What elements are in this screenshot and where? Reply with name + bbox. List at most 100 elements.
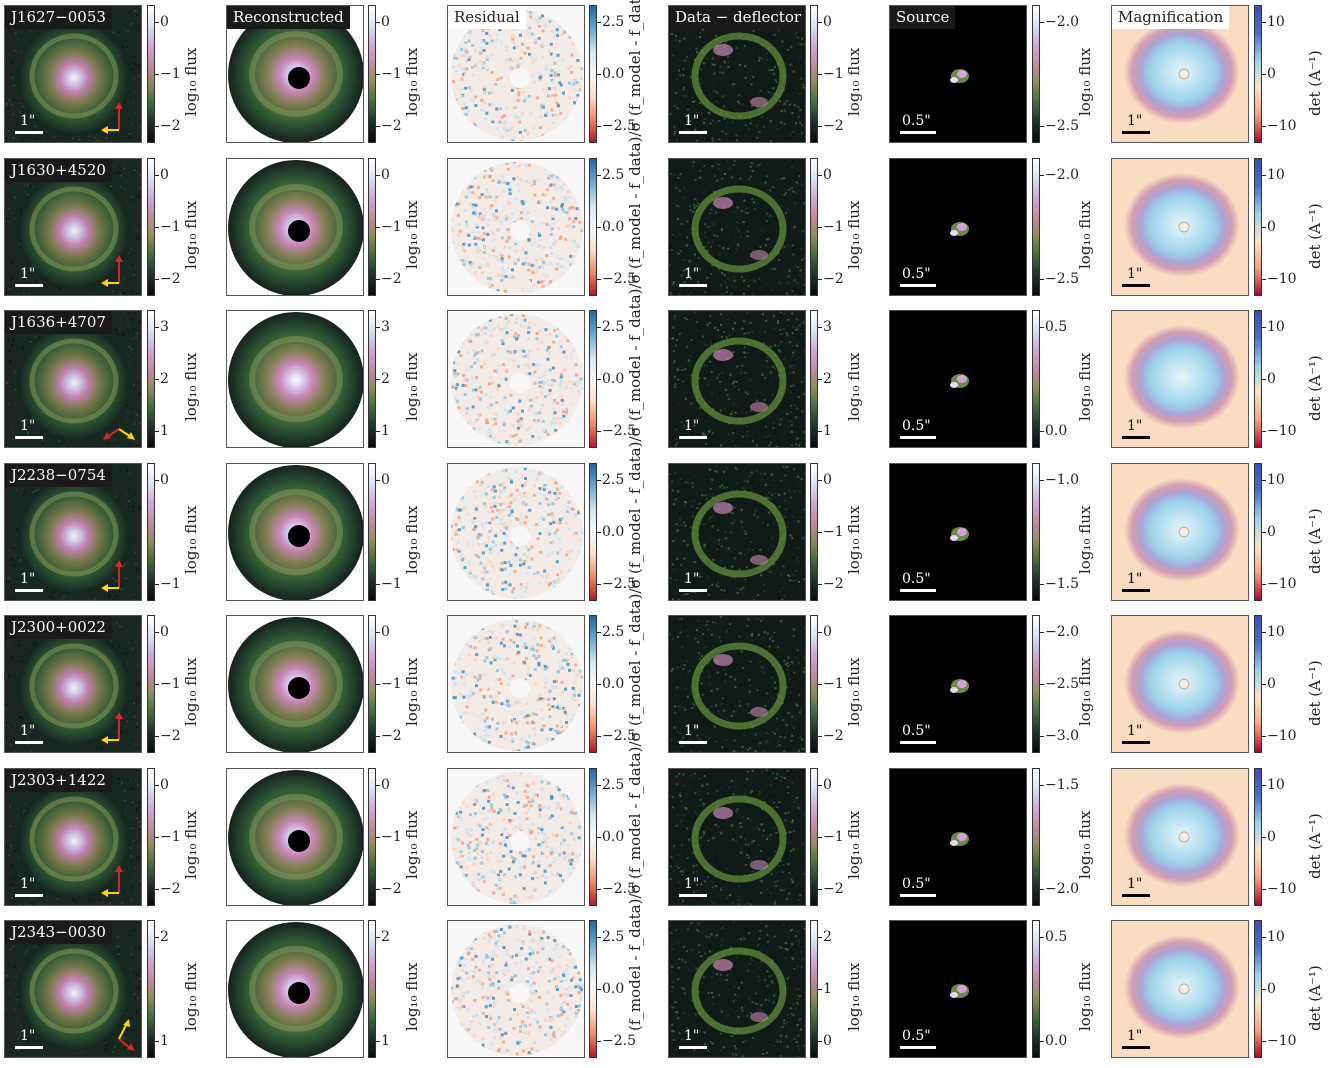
colorbar-tick-label: 2.5 — [602, 471, 625, 488]
colorbar — [1032, 158, 1040, 296]
colorbar — [1254, 5, 1262, 143]
colorbar-tick-label: −2.5 — [602, 118, 636, 135]
colorbar-tick — [1040, 684, 1044, 685]
column-title-residual: Residual — [448, 6, 526, 29]
colorbar-tick-label: −1 — [381, 676, 402, 692]
colorbar-tick — [597, 736, 601, 738]
colorbar-label-log-flux: log₁₀ flux — [845, 810, 863, 879]
colorbar-tick — [1262, 584, 1266, 586]
reconstructed-image: Reconstructed — [226, 5, 364, 143]
colorbar-tick — [1262, 936, 1266, 938]
scale-bar-label: 0.5" — [902, 876, 931, 892]
scale-bar — [15, 284, 43, 287]
colorbar-tick-label: 2 — [160, 371, 169, 387]
residual-image: Residual — [447, 615, 585, 753]
data-image: J2300+0022 1" — [4, 615, 142, 753]
colorbar-tick — [155, 631, 159, 633]
scale-bar — [15, 741, 43, 744]
colorbar-tick-label: 0 — [381, 166, 390, 183]
colorbar-tick — [1262, 74, 1266, 75]
colorbar-tick — [1040, 1041, 1044, 1043]
scale-bar — [900, 131, 936, 134]
colorbar-tick — [597, 784, 601, 786]
colorbar-tick-label: −1 — [160, 829, 181, 845]
scale-bar — [679, 589, 707, 592]
colorbar-tick — [1040, 431, 1044, 433]
colorbar-label-det: det (A⁻¹) — [1306, 355, 1324, 421]
colorbar-tick — [376, 227, 380, 228]
scale-bar-label: 1" — [684, 266, 700, 282]
colorbar-tick-label: −1 — [381, 66, 402, 82]
colorbar-tick-label: −1 — [381, 576, 402, 593]
colorbar — [810, 615, 818, 753]
colorbar-tick — [376, 21, 380, 23]
colorbar-tick-label: 10 — [1267, 623, 1285, 640]
scale-bar-label: 1" — [684, 1028, 700, 1044]
colorbar — [1032, 463, 1040, 601]
colorbar-tick — [597, 431, 601, 433]
colorbar — [147, 310, 155, 448]
colorbar-tick — [376, 684, 380, 685]
scale-bar-label: 1" — [1127, 266, 1143, 282]
colorbar-tick-label: 1 — [160, 423, 169, 440]
colorbar-tick-label: 0.0 — [602, 829, 625, 845]
scale-bar — [679, 131, 707, 134]
colorbar-tick-label: 0 — [823, 776, 832, 793]
colorbar-tick-label: 0.0 — [602, 219, 625, 235]
colorbar-tick — [155, 279, 159, 281]
colorbar-tick-label: −2 — [381, 728, 402, 745]
colorbar — [147, 615, 155, 753]
colorbar — [810, 5, 818, 143]
colorbar-tick — [1262, 989, 1266, 990]
colorbar-tick-label: −2 — [381, 881, 402, 898]
lens-name: J2343−0030 — [5, 921, 112, 944]
lens-name: J1636+4707 — [5, 311, 112, 334]
colorbar-tick — [597, 837, 601, 838]
colorbar-tick-label: −10 — [1267, 1033, 1297, 1050]
colorbar-tick-label: 1 — [823, 981, 832, 997]
scale-bar-label: 1" — [20, 113, 36, 129]
colorbar-tick-label: 2.5 — [602, 776, 625, 793]
reconstructed-image: Reconstructed — [226, 310, 364, 448]
colorbar-tick-label: −2 — [823, 881, 844, 898]
colorbar-tick — [818, 532, 822, 533]
colorbar-label-residual: (f_model - f_data)/σ — [626, 426, 644, 574]
colorbar-tick-label: −10 — [1267, 423, 1297, 440]
colorbar-tick-label: 2.5 — [602, 928, 625, 945]
colorbar-tick — [597, 889, 601, 891]
colorbar-label-log-flux: log₁₀ flux — [1076, 47, 1094, 116]
colorbar-label-log-flux: log₁₀ flux — [182, 810, 200, 879]
colorbar-tick-label: 10 — [1267, 776, 1285, 793]
column-title-reconstructed: Reconstructed — [227, 6, 350, 29]
colorbar-tick-label: −1 — [823, 524, 844, 540]
scale-bar-label: 0.5" — [902, 266, 931, 282]
colorbar-tick-label: −1 — [160, 576, 181, 593]
scale-bar-label: 1" — [20, 418, 36, 434]
colorbar-tick — [597, 684, 601, 685]
colorbar-tick — [376, 74, 380, 75]
colorbar-tick-label: −1 — [160, 219, 181, 235]
colorbar-tick — [1262, 736, 1266, 738]
colorbar-tick — [155, 736, 159, 738]
colorbar — [1254, 615, 1262, 753]
colorbar-tick — [597, 989, 601, 990]
colorbar-label-log-flux: log₁₀ flux — [403, 200, 421, 269]
colorbar — [810, 920, 818, 1058]
colorbar — [1254, 310, 1262, 448]
colorbar — [368, 310, 376, 448]
colorbar-tick-label: 0.5 — [1045, 928, 1068, 945]
data-image: J2343−0030 1" — [4, 920, 142, 1058]
colorbar-label-log-flux: log₁₀ flux — [845, 47, 863, 116]
colorbar-tick-label: 0 — [160, 13, 169, 30]
scale-bar-label: 0.5" — [902, 418, 931, 434]
colorbar-tick-label: 0 — [160, 623, 169, 640]
colorbar-tick — [818, 889, 822, 891]
colorbar-tick — [1040, 279, 1044, 281]
colorbar-label-log-flux: log₁₀ flux — [182, 47, 200, 116]
